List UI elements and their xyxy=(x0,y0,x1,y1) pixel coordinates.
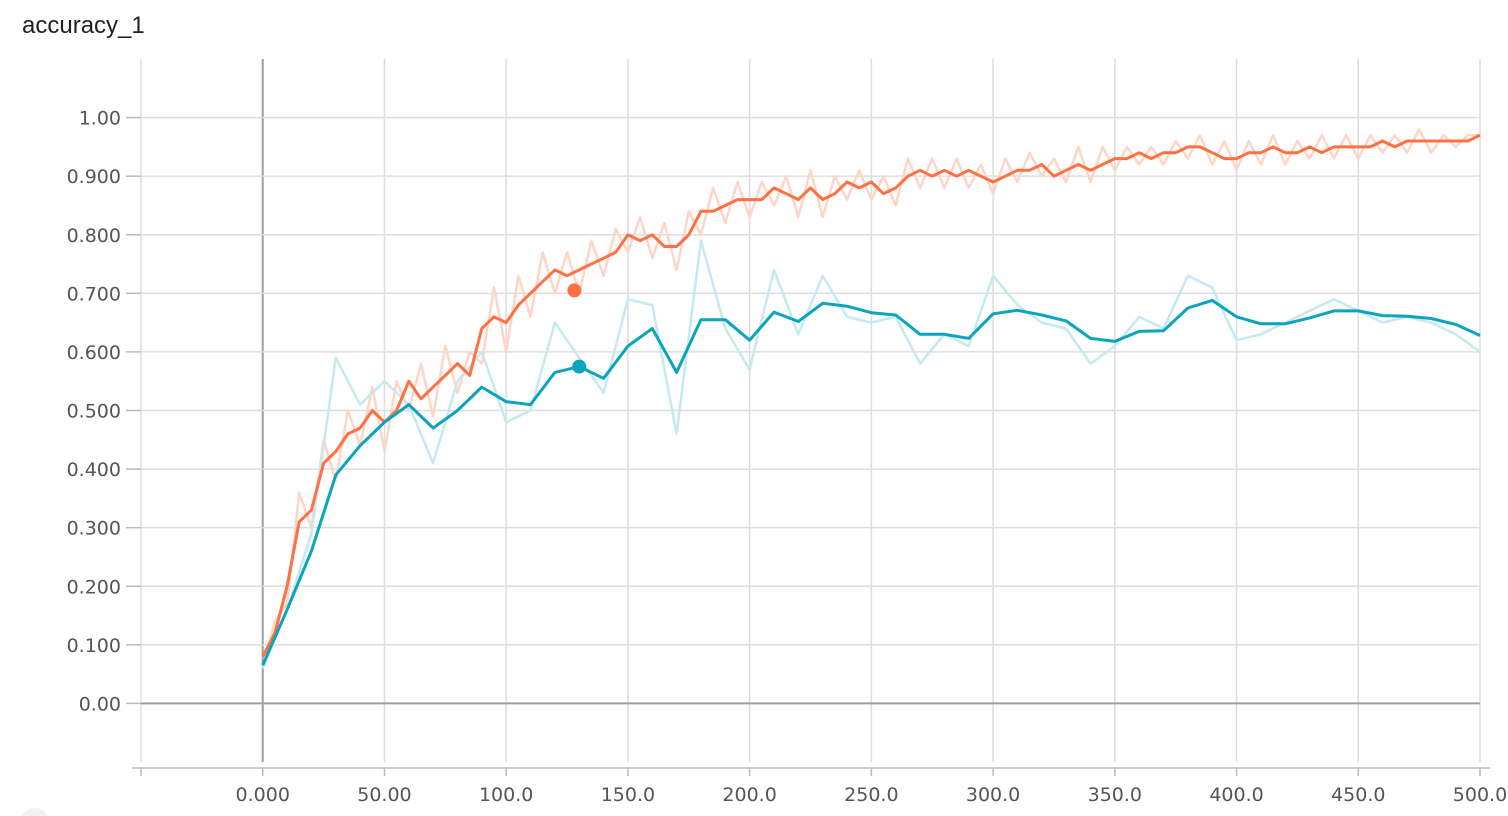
y-tick-label: 1.00 xyxy=(79,108,121,130)
x-tick-label: 150.0 xyxy=(601,784,655,806)
x-tick-label: 300.0 xyxy=(966,784,1020,806)
x-tick-label: 50.00 xyxy=(357,784,411,806)
series-1-line xyxy=(261,133,1481,658)
y-tick-label: 0.400 xyxy=(67,459,121,481)
partial-circle-icon xyxy=(20,808,50,816)
x-tick-label: 450.0 xyxy=(1331,784,1385,806)
x-tick-label: 200.0 xyxy=(722,784,776,806)
y-tick-label: 0.700 xyxy=(67,283,121,305)
x-tick-label: 250.0 xyxy=(844,784,898,806)
y-tick-label: 0.500 xyxy=(67,401,121,423)
x-tick-label: 500.0 xyxy=(1453,784,1507,806)
series-2-highlight-point xyxy=(572,359,587,374)
x-tick-label: 400.0 xyxy=(1209,784,1263,806)
x-tick-label: 0.000 xyxy=(236,784,290,806)
y-tick-label: 0.900 xyxy=(67,166,121,188)
x-tick-label: 350.0 xyxy=(1088,784,1142,806)
y-tick-label: 0.800 xyxy=(67,225,121,247)
y-tick-label: 0.600 xyxy=(67,342,121,364)
y-tick-label: 0.300 xyxy=(67,518,121,540)
series-2-line xyxy=(261,298,1481,666)
y-tick-label: 0.200 xyxy=(67,576,121,598)
y-tick-label: 0.00 xyxy=(79,693,121,715)
series-1-highlight-point xyxy=(567,283,582,298)
series-1-raw-line xyxy=(261,128,1480,669)
chart-title: accuracy_1 xyxy=(22,12,145,39)
x-tick-label: 100.0 xyxy=(479,784,533,806)
y-tick-label: 0.100 xyxy=(67,635,121,657)
